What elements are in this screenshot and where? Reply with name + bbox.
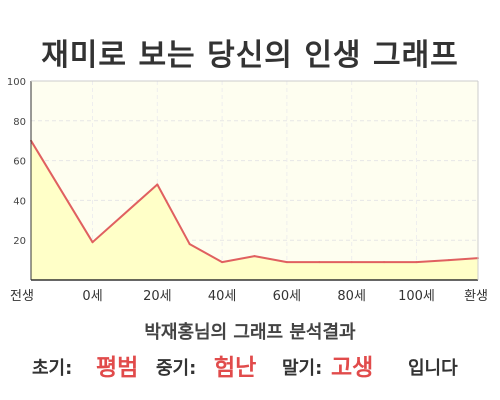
data-point	[188, 243, 191, 246]
ending-text: 입니다	[408, 358, 458, 379]
data-point	[447, 259, 450, 262]
data-point	[285, 261, 288, 264]
data-point	[350, 261, 353, 264]
y-tick-label: 100	[7, 77, 26, 88]
middle-label: 중기:	[156, 358, 197, 379]
analysis-subtitle: 박재홍님의 그래프 분석결과	[144, 322, 356, 343]
early-value: 평범	[96, 355, 139, 381]
x-tick-label: 40세	[208, 289, 237, 304]
y-tick-label: 80	[13, 117, 26, 128]
y-tick-label: 40	[13, 196, 26, 207]
area-fill	[31, 140, 478, 280]
data-point	[91, 241, 94, 244]
early-label: 초기:	[32, 358, 73, 379]
data-point	[156, 183, 159, 186]
data-point	[415, 261, 418, 264]
x-tick-label: 20세	[143, 289, 172, 304]
y-tick-label: 60	[13, 157, 26, 168]
data-point	[318, 261, 321, 264]
x-tick-label: 100세	[398, 289, 435, 304]
middle-value: 험난	[214, 355, 257, 381]
page-title: 재미로 보는 당신의 인생 그래프	[41, 38, 459, 73]
data-point	[253, 255, 256, 258]
late-label: 말기:	[282, 358, 323, 379]
late-value: 고생	[331, 355, 374, 381]
x-tick-label: 80세	[337, 289, 366, 304]
data-point	[383, 261, 386, 264]
x-tick-label: 0세	[82, 289, 102, 304]
data-point	[221, 261, 224, 264]
y-tick-label: 20	[13, 236, 26, 247]
analysis-result: 초기: 평범 중기: 험난 말기: 고생 입니다	[0, 346, 500, 382]
x-tick-label: 환생	[464, 289, 488, 304]
life-graph-chart: 20 40 60 80 100 전생 0세 20세 40세 60세 80세 100세 환생	[7, 77, 488, 304]
x-tick-label: 60세	[273, 289, 302, 304]
x-tick-label: 전생	[10, 289, 34, 304]
